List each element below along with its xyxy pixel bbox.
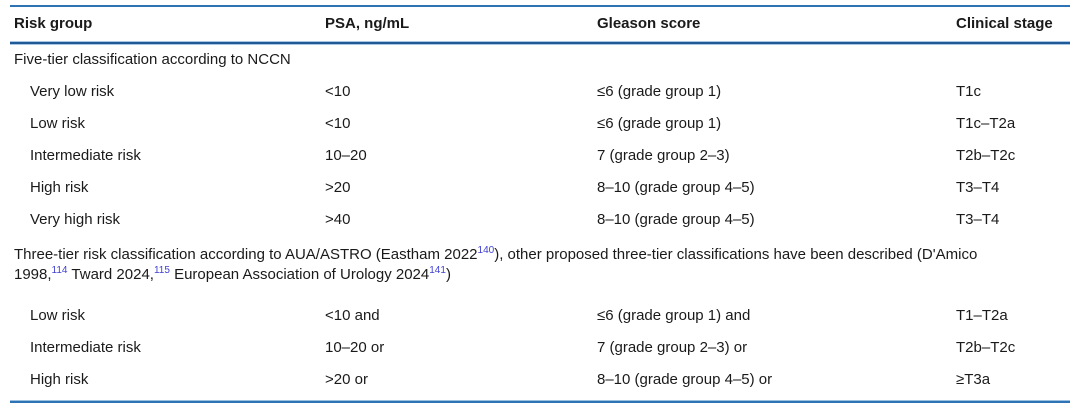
section-title-text: ), other proposed three-tier classificat… (494, 246, 978, 263)
table-row: Intermediate risk 10–20 7 (grade group 2… (10, 139, 1070, 171)
table-row: Very low risk <10 ≤6 (grade group 1) T1c (10, 75, 1070, 107)
cell-gleason: ≤6 (grade group 1) (597, 82, 722, 100)
section-title-text: European Association of Urology 2024 (169, 266, 430, 283)
section-title: Three-tier risk classification according… (10, 245, 1070, 285)
cell-psa: >20 or (325, 370, 368, 388)
cell-clinical-stage: T2b–T2c (956, 338, 1016, 356)
cell-gleason: 8–10 (grade group 4–5) or (597, 370, 773, 388)
cell-risk-group: Low risk (30, 114, 86, 132)
cell-psa: <10 and (325, 306, 380, 324)
cell-psa: 10–20 (325, 146, 367, 164)
cell-clinical-stage: ≥T3a (956, 370, 991, 388)
cell-risk-group: High risk (30, 178, 89, 196)
citation-link[interactable]: 114 (51, 265, 68, 276)
table-row: High risk >20 8–10 (grade group 4–5) T3–… (10, 171, 1070, 203)
cell-psa: <10 (325, 82, 351, 100)
cell-psa: >40 (325, 210, 351, 228)
col-header-psa: PSA, ng/mL (325, 15, 410, 32)
section-title: Five-tier classification according to NC… (10, 45, 1070, 75)
table-row: Low risk <10 ≤6 (grade group 1) T1c–T2a (10, 107, 1070, 139)
section-title-text: 1998, (14, 266, 52, 283)
cell-risk-group: Very high risk (30, 210, 121, 228)
table-row: Intermediate risk 10–20 or 7 (grade grou… (10, 331, 1070, 363)
section-title-text: Three-tier risk classification according… (14, 246, 478, 263)
cell-psa: 10–20 or (325, 338, 385, 356)
cell-gleason: 8–10 (grade group 4–5) (597, 178, 755, 196)
cell-psa: <10 (325, 114, 351, 132)
table-header-row: Risk group PSA, ng/mL Gleason score Clin… (10, 7, 1070, 41)
cell-clinical-stage: T1c (956, 82, 982, 100)
cell-clinical-stage: T3–T4 (956, 210, 1000, 228)
section-title-text: ) (445, 266, 451, 283)
cell-gleason: 7 (grade group 2–3) (597, 146, 730, 164)
table-row: High risk >20 or 8–10 (grade group 4–5) … (10, 363, 1070, 395)
table-section: Three-tier risk classification according… (10, 245, 1070, 395)
table-row: Low risk <10 and ≤6 (grade group 1) and … (10, 299, 1070, 331)
cell-gleason: ≤6 (grade group 1) and (597, 306, 751, 324)
citation-link[interactable]: 141 (429, 265, 446, 276)
cell-risk-group: Very low risk (30, 82, 115, 100)
risk-classification-table: Risk group PSA, ng/mL Gleason score Clin… (10, 5, 1070, 403)
cell-clinical-stage: T1–T2a (956, 306, 1008, 324)
section-title-line: Three-tier risk classification according… (14, 245, 1070, 265)
cell-clinical-stage: T3–T4 (956, 178, 1000, 196)
section-title-line: Five-tier classification according to NC… (14, 45, 1070, 75)
cell-clinical-stage: T2b–T2c (956, 146, 1016, 164)
table-body: Five-tier classification according to NC… (10, 45, 1070, 395)
section-title-text: Five-tier classification according to NC… (14, 51, 291, 68)
section-rows: Low risk <10 and ≤6 (grade group 1) and … (10, 299, 1070, 395)
section-rows: Very low risk <10 ≤6 (grade group 1) T1c… (10, 75, 1070, 235)
table-top-rule (10, 5, 1070, 7)
citation-link[interactable]: 115 (153, 265, 170, 276)
table-row: Very high risk >40 8–10 (grade group 4–5… (10, 203, 1070, 235)
cell-gleason: 7 (grade group 2–3) or (597, 338, 748, 356)
col-header-gleason-score: Gleason score (597, 15, 701, 32)
section-title-text: Tward 2024, (67, 266, 154, 283)
cell-psa: >20 (325, 178, 351, 196)
cell-gleason: 8–10 (grade group 4–5) (597, 210, 755, 228)
col-header-clinical-stage: Clinical stage (956, 15, 1053, 32)
section-title-line: 1998,114 Tward 2024,115 European Associa… (14, 265, 1070, 285)
cell-risk-group: Intermediate risk (30, 338, 141, 356)
cell-risk-group: High risk (30, 370, 89, 388)
cell-risk-group: Intermediate risk (30, 146, 141, 164)
cell-clinical-stage: T1c–T2a (956, 114, 1016, 132)
cell-risk-group: Low risk (30, 306, 86, 324)
table-bottom-rule (10, 400, 1070, 403)
table-section: Five-tier classification according to NC… (10, 45, 1070, 235)
table-header-rule (10, 41, 1070, 45)
cell-gleason: ≤6 (grade group 1) (597, 114, 722, 132)
citation-link[interactable]: 140 (477, 245, 495, 256)
col-header-risk-group: Risk group (14, 15, 93, 32)
